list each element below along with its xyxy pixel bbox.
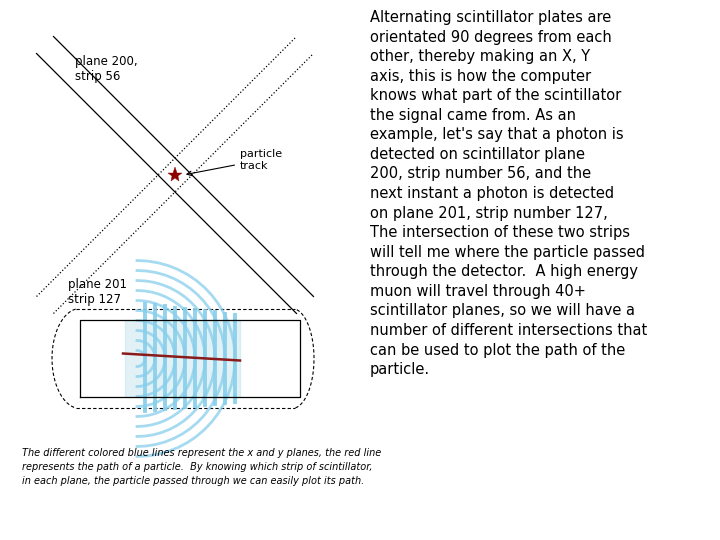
Text: plane 200,
strip 56: plane 200, strip 56 <box>75 55 138 83</box>
Text: The different colored blue lines represent the x and y planes, the red line
repr: The different colored blue lines represe… <box>22 448 382 486</box>
Text: Alternating scintillator plates are
orientated 90 degrees from each
other, there: Alternating scintillator plates are orie… <box>370 10 647 377</box>
Text: particle
track: particle track <box>187 149 282 176</box>
Polygon shape <box>125 320 240 397</box>
Text: plane 201
strip 127: plane 201 strip 127 <box>68 278 127 306</box>
